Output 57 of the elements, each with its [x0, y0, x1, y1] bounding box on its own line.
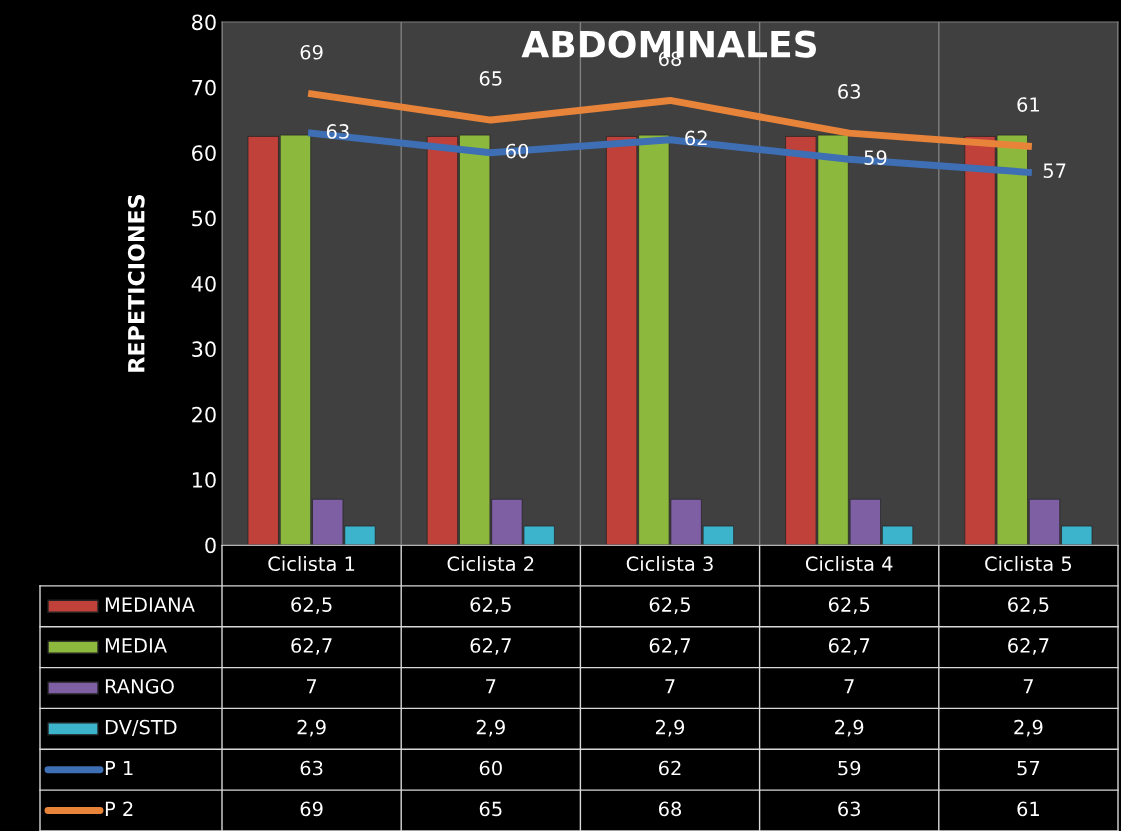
data-label: 65 [479, 801, 502, 817]
x-tick-label: Ciclista 3 [626, 556, 713, 572]
x-tick-label: Ciclista 4 [805, 556, 893, 572]
data-label: 62,5 [828, 597, 870, 614]
y-tick-label: 60 [192, 145, 216, 161]
y-tick-label: 70 [192, 79, 216, 96]
x-tick-label: Ciclista 2 [447, 556, 534, 572]
legend-label: MEDIANA [105, 597, 195, 612]
legend-label: P 1 [105, 760, 133, 776]
data-label: 2,9 [655, 719, 685, 737]
data-label: 62,5 [291, 597, 332, 614]
data-label: 62,5 [470, 597, 511, 614]
y-tick-label: 20 [192, 406, 216, 423]
legend-label: MEDIA [105, 638, 167, 653]
data-label: 57 [1017, 760, 1040, 776]
data-label: 62,7 [470, 638, 511, 655]
data-label: 7 [307, 679, 317, 694]
legend-label: RANGO [105, 678, 174, 694]
data-label: 2,9 [297, 719, 326, 737]
text: 59 [864, 150, 887, 165]
y-tick-label: 0 [205, 537, 216, 554]
data-label: 68 [658, 801, 682, 817]
text: 65 [479, 71, 502, 86]
data-label: 62,5 [649, 597, 690, 614]
y-tick-label: 40 [191, 275, 216, 292]
text: 69 [300, 44, 323, 60]
text: 61 [1017, 97, 1039, 112]
data-label: 62,5 [1008, 597, 1049, 614]
text: 63 [838, 84, 861, 99]
data-label: 2,9 [476, 719, 505, 737]
x-tick-label: Ciclista 5 [985, 556, 1072, 572]
y-axis-title: REPETICIONES [127, 194, 145, 372]
text: 57 [1043, 163, 1066, 178]
data-label: 62,7 [291, 638, 332, 655]
data-label: 62 [658, 760, 681, 776]
data-label: 69 [300, 801, 323, 817]
legend-label: DV/STD [105, 719, 177, 737]
data-label: 59 [838, 760, 861, 776]
data-label: 2,9 [1014, 719, 1043, 737]
data-label: 7 [486, 679, 496, 694]
legend-label: P 2 [105, 801, 133, 816]
y-tick-label: 10 [192, 472, 216, 488]
data-label: 63 [300, 760, 323, 776]
data-label: 7 [665, 679, 675, 694]
data-label: 7 [844, 679, 854, 694]
data-label: 61 [1017, 801, 1039, 817]
y-tick-label: 80 [192, 14, 216, 31]
data-label: 62,7 [1008, 638, 1049, 655]
y-tick-label: 50 [192, 210, 216, 227]
data-label: 63 [838, 801, 861, 817]
data-label: 60 [479, 760, 502, 776]
data-label: 62,7 [649, 638, 690, 655]
y-tick-label: 30 [192, 341, 216, 358]
data-label: 2,9 [835, 719, 864, 737]
data-label: 7 [1023, 679, 1033, 694]
x-tick-label: Ciclista 1 [268, 556, 355, 572]
data-label: 62,7 [828, 638, 870, 655]
